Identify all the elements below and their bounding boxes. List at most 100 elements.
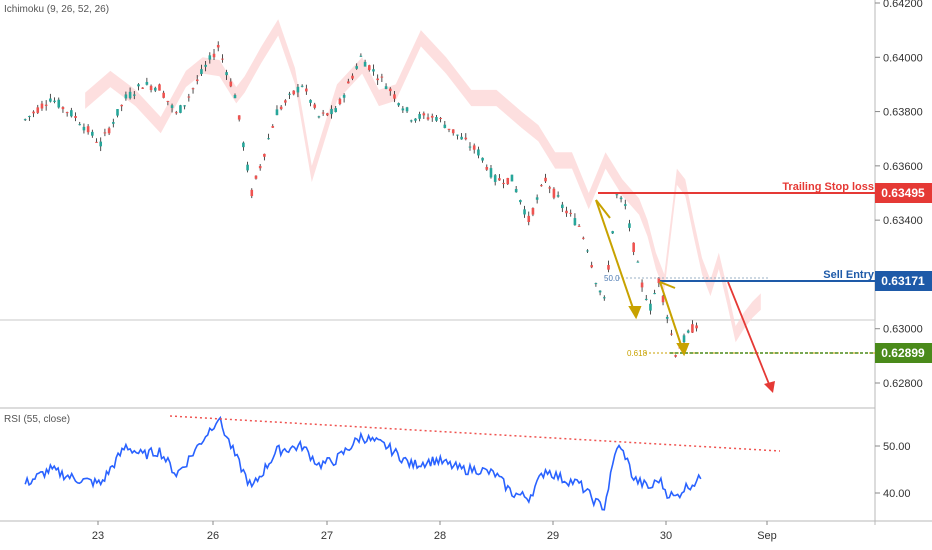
candle-body: [296, 86, 300, 93]
candle-body: [74, 116, 77, 118]
candle-body: [489, 168, 493, 178]
candle-body: [640, 282, 644, 288]
candle-body: [187, 96, 191, 98]
candle-body: [481, 157, 484, 161]
candle-body: [636, 261, 640, 263]
candle-body: [82, 126, 86, 131]
candle-body: [472, 145, 476, 150]
candle-body: [145, 81, 149, 85]
candle-body: [216, 44, 220, 48]
candle-body: [691, 324, 694, 333]
candle-body: [326, 113, 329, 116]
candle-body: [514, 188, 518, 193]
candle-body: [393, 94, 396, 99]
candle-body: [468, 146, 472, 148]
candle-body: [477, 149, 480, 156]
candle-body: [162, 92, 165, 98]
candle-body: [611, 231, 614, 234]
rsi-tick-label: 50.00: [883, 441, 911, 453]
candle-body: [519, 200, 522, 203]
candle-body: [347, 81, 350, 84]
candle-body: [670, 333, 673, 335]
time-tick-label: 30: [660, 530, 672, 542]
candle-body: [351, 75, 354, 79]
candle-body: [363, 61, 367, 67]
candle-body: [70, 110, 73, 117]
candle-body: [40, 103, 44, 109]
candle-body: [653, 293, 656, 295]
candle-body: [179, 105, 182, 113]
candle-body: [225, 72, 228, 76]
candle-body: [49, 98, 52, 102]
candle-body: [527, 215, 531, 223]
candle-body: [439, 117, 442, 119]
candle-body: [615, 194, 619, 196]
candle-body: [430, 115, 434, 118]
candle-body: [107, 128, 111, 134]
rsi-line: [24, 415, 702, 511]
candle-body: [44, 104, 48, 106]
candle-body: [338, 98, 342, 105]
candle-body: [23, 119, 27, 121]
candle-body: [372, 69, 375, 72]
candle-body: [32, 111, 35, 114]
candle-body: [598, 290, 602, 293]
candle-body: [582, 237, 585, 239]
candle-body: [540, 185, 543, 187]
fib-arrows: [595, 199, 690, 357]
candle-body: [435, 117, 438, 121]
stop-price-tag: 0.63495: [881, 186, 925, 200]
candle-body: [334, 108, 338, 113]
candle-body: [401, 108, 405, 111]
candle-body: [233, 95, 237, 99]
candle-body: [200, 69, 203, 74]
candle-body: [288, 93, 291, 95]
candle-body: [485, 166, 489, 170]
target-price-tag: 0.62899: [881, 346, 925, 360]
entry-price-tag: 0.63171: [881, 274, 925, 288]
target-price-badge: [875, 343, 932, 363]
candle-body: [657, 277, 661, 284]
candle-body: [292, 90, 296, 95]
price-tick-label: 0.63600: [883, 161, 923, 173]
candle-body: [86, 126, 90, 133]
candle-body: [124, 94, 128, 99]
projection-arrow: [727, 281, 772, 390]
price-tick-label: 0.64000: [883, 52, 923, 64]
candle-body: [510, 174, 514, 182]
candle-body: [523, 209, 526, 215]
candle-body: [204, 64, 207, 67]
candle-body: [594, 283, 598, 285]
price-indicator-legend[interactable]: Ichimoku (9, 26, 52, 26): [4, 4, 110, 15]
rsi-indicator-legend[interactable]: RSI (55, close): [4, 414, 71, 425]
time-tick-label: 26: [207, 530, 219, 542]
candle-body: [112, 122, 115, 124]
candle-body: [460, 136, 463, 140]
candle-body: [120, 104, 123, 107]
candle-body: [208, 55, 212, 60]
candlestick-series: [23, 41, 698, 358]
candle-body: [237, 115, 241, 120]
candle-body: [661, 295, 665, 303]
candle-body: [628, 223, 631, 228]
candle-body: [569, 212, 573, 214]
candle-body: [590, 265, 593, 268]
price-tick-label: 0.63400: [883, 215, 923, 227]
candle-body: [275, 109, 279, 116]
stop-price-badge: [875, 183, 932, 203]
candle-body: [397, 103, 400, 106]
candle-body: [451, 129, 455, 134]
candle-body: [531, 208, 535, 215]
rsi-axis: 50.00 40.00: [875, 441, 911, 500]
candle-body: [342, 94, 346, 98]
candle-body: [141, 87, 144, 89]
rsi-trendline[interactable]: [169, 415, 781, 452]
candle-body: [279, 106, 283, 110]
candle-body: [426, 117, 430, 120]
price-tick-label: 0.63800: [883, 107, 923, 119]
candle-body: [556, 195, 560, 197]
price-tick-label: 0.62800: [883, 378, 923, 390]
candle-body: [170, 105, 174, 108]
candle-body: [644, 298, 648, 300]
